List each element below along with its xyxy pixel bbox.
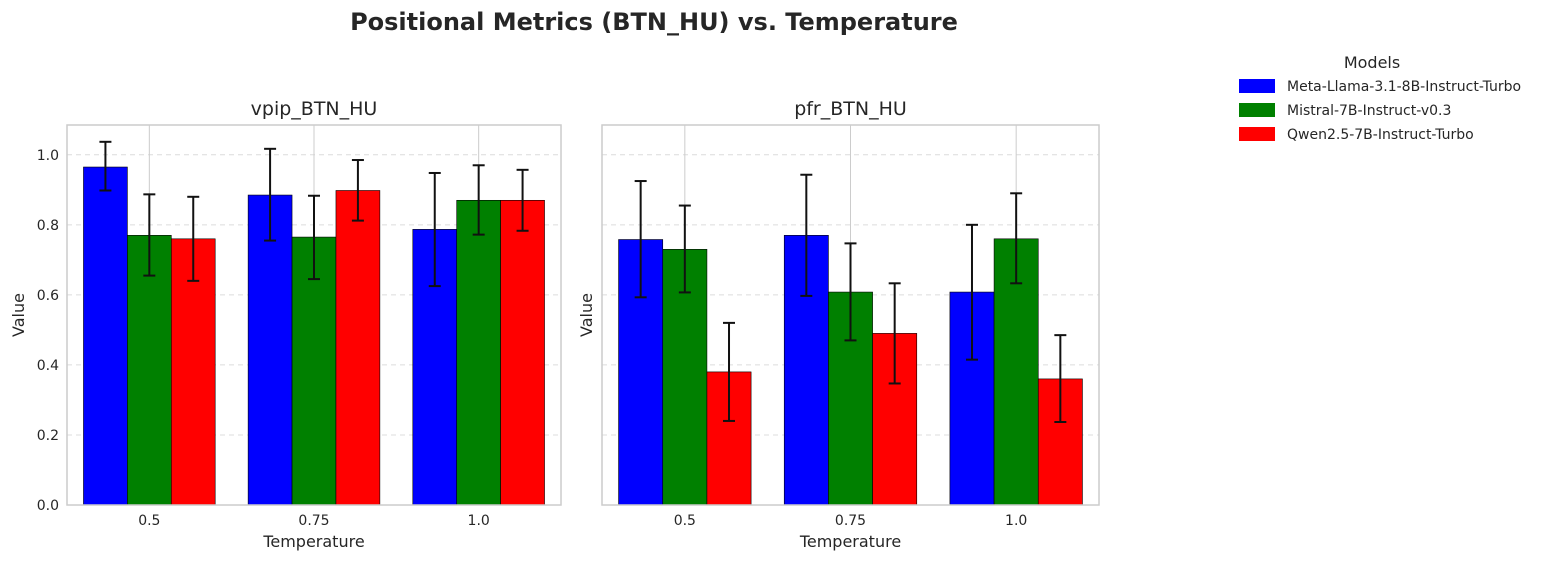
legend-label-qwen: Qwen2.5-7B-Instruct-Turbo (1287, 127, 1474, 143)
figure-title: Positional Metrics (BTN_HU) vs. Temperat… (350, 8, 958, 36)
bar (83, 166, 128, 506)
x-tick-label: 0.5 (138, 513, 160, 529)
legend-swatch-mistral (1239, 103, 1275, 117)
legend: Models Meta-Llama-3.1-8B-Instruct-Turbo … (1239, 53, 1521, 143)
y-tick-label: 0.4 (37, 358, 59, 374)
subplot-pfr: 0.5 0.75 1.0 pfr_BTN_HU Temperature Value (577, 98, 1100, 551)
y-axis-label: Value (9, 293, 28, 337)
y-tick-label: 0.8 (37, 218, 59, 234)
bar (456, 199, 501, 506)
axes-frame (66, 124, 562, 506)
bar (500, 199, 545, 506)
legend-swatch-qwen (1239, 127, 1275, 141)
x-axis-label: Temperature (799, 532, 901, 551)
y-tick-label: 0.0 (37, 498, 59, 514)
bar (335, 190, 381, 506)
legend-label-mistral: Mistral-7B-Instruct-v0.3 (1287, 103, 1451, 119)
subplot-vpip: 0.5 0.75 1.0 0.0 0.2 0.4 0.6 0.8 1.0 vpip_BTN_HU T… (9, 98, 562, 551)
y-tick-label: 0.6 (37, 288, 59, 304)
x-tick-label: 1.0 (468, 513, 490, 529)
x-tick-label: 0.75 (835, 513, 866, 529)
axes-frame (601, 124, 1100, 506)
y-tick-label: 0.2 (37, 428, 59, 444)
subplot-title: pfr_BTN_HU (794, 98, 907, 120)
x-axis-label: Temperature (262, 532, 364, 551)
subplot-title: vpip_BTN_HU (251, 98, 378, 120)
x-tick-label: 1.0 (1005, 513, 1027, 529)
x-tick-label: 0.75 (298, 513, 329, 529)
y-tick-label: 1.0 (37, 148, 59, 164)
legend-swatch-llama (1239, 79, 1275, 93)
y-axis-label: Value (577, 293, 596, 337)
legend-label-llama: Meta-Llama-3.1-8B-Instruct-Turbo (1287, 79, 1521, 95)
x-tick-label: 0.5 (674, 513, 696, 529)
legend-title: Models (1344, 53, 1400, 72)
